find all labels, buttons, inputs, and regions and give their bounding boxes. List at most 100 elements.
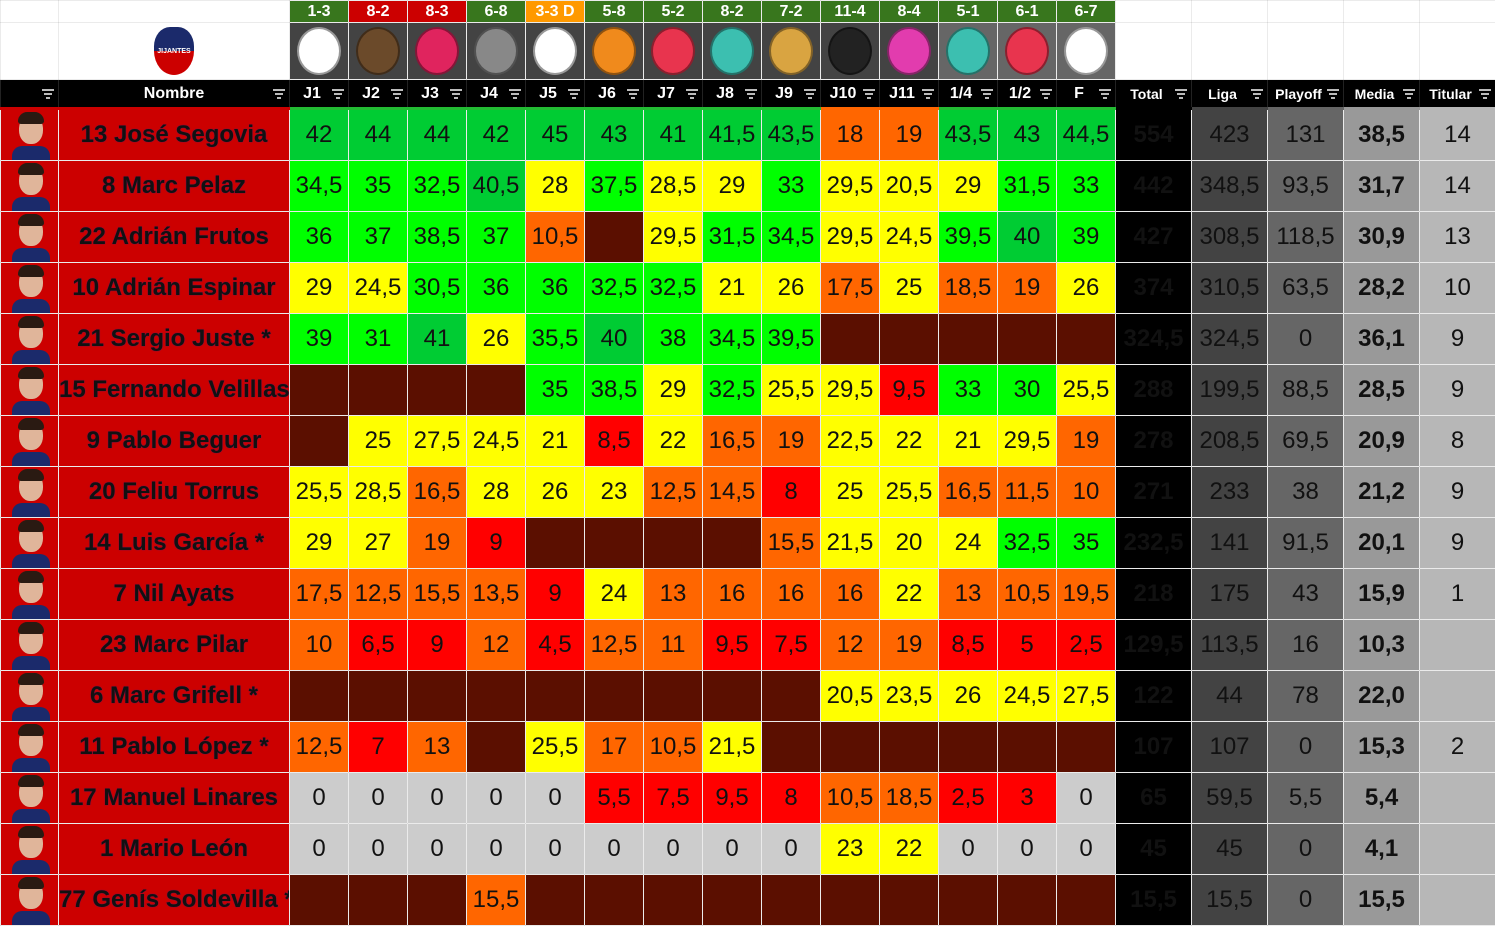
score-cell[interactable] — [467, 671, 526, 722]
titular-cell[interactable]: 9 — [1420, 314, 1495, 365]
score-cell[interactable]: 29,5 — [821, 212, 880, 263]
score-cell[interactable]: 45 — [526, 109, 585, 161]
playoff-cell[interactable]: 78 — [1268, 671, 1344, 722]
filter-icon[interactable] — [509, 89, 521, 99]
player-name[interactable]: 21 Sergio Juste * — [59, 314, 290, 365]
score-cell[interactable] — [585, 671, 644, 722]
score-cell[interactable]: 40 — [998, 212, 1057, 263]
score-cell[interactable] — [526, 875, 585, 926]
score-cell[interactable]: 29,5 — [644, 212, 703, 263]
media-cell[interactable]: 28,5 — [1344, 365, 1420, 416]
titular-cell[interactable] — [1420, 875, 1495, 926]
media-cell[interactable]: 15,3 — [1344, 722, 1420, 773]
score-cell[interactable] — [290, 365, 349, 416]
score-cell[interactable]: 0 — [585, 824, 644, 875]
playoff-cell[interactable]: 118,5 — [1268, 212, 1344, 263]
score-cell[interactable]: 37 — [349, 212, 408, 263]
playoff-cell[interactable]: 69,5 — [1268, 416, 1344, 467]
score-cell[interactable] — [290, 671, 349, 722]
score-cell[interactable] — [408, 365, 467, 416]
score-cell[interactable] — [526, 671, 585, 722]
score-cell[interactable]: 20 — [880, 518, 939, 569]
score-cell[interactable]: 25 — [349, 416, 408, 467]
score-cell[interactable]: 7 — [349, 722, 408, 773]
media-cell[interactable]: 21,2 — [1344, 467, 1420, 518]
score-cell[interactable] — [467, 722, 526, 773]
empty-cell[interactable] — [1420, 23, 1495, 80]
score-cell[interactable]: 0 — [349, 773, 408, 824]
score-cell[interactable]: 38,5 — [585, 365, 644, 416]
player-name[interactable]: 8 Marc Pelaz — [59, 161, 290, 212]
header-round[interactable]: 1/2 — [998, 80, 1057, 109]
score-cell[interactable]: 27 — [349, 518, 408, 569]
score-cell[interactable]: 0 — [290, 824, 349, 875]
score-cell[interactable]: 3 — [998, 773, 1057, 824]
score-cell[interactable]: 28,5 — [349, 467, 408, 518]
score-cell[interactable]: 16 — [703, 569, 762, 620]
score-cell[interactable]: 34,5 — [703, 314, 762, 365]
score-cell[interactable] — [349, 671, 408, 722]
score-cell[interactable]: 25,5 — [880, 467, 939, 518]
header-photo[interactable] — [1, 80, 59, 109]
score-cell[interactable]: 21 — [703, 263, 762, 314]
score-cell[interactable] — [762, 671, 821, 722]
filter-icon[interactable] — [42, 89, 54, 99]
score-cell[interactable]: 29,5 — [821, 365, 880, 416]
media-cell[interactable]: 28,2 — [1344, 263, 1420, 314]
score-cell[interactable]: 16 — [762, 569, 821, 620]
score-cell[interactable]: 32,5 — [644, 263, 703, 314]
score-cell[interactable]: 10,5 — [821, 773, 880, 824]
empty-cell[interactable] — [59, 1, 290, 23]
score-cell[interactable]: 24,5 — [998, 671, 1057, 722]
score-cell[interactable]: 23,5 — [880, 671, 939, 722]
media-cell[interactable]: 15,9 — [1344, 569, 1420, 620]
score-cell[interactable]: 8,5 — [585, 416, 644, 467]
score-cell[interactable]: 41 — [644, 109, 703, 161]
score-cell[interactable] — [526, 518, 585, 569]
liga-cell[interactable]: 45 — [1192, 824, 1268, 875]
score-cell[interactable]: 32,5 — [585, 263, 644, 314]
score-cell[interactable]: 0 — [290, 773, 349, 824]
score-cell[interactable]: 0 — [644, 824, 703, 875]
media-cell[interactable]: 36,1 — [1344, 314, 1420, 365]
score-cell[interactable] — [585, 875, 644, 926]
empty-cell[interactable] — [1268, 1, 1344, 23]
score-cell[interactable]: 13 — [408, 722, 467, 773]
liga-cell[interactable]: 348,5 — [1192, 161, 1268, 212]
score-cell[interactable]: 44 — [408, 109, 467, 161]
score-cell[interactable]: 41 — [408, 314, 467, 365]
score-cell[interactable]: 29 — [290, 518, 349, 569]
score-cell[interactable]: 28,5 — [644, 161, 703, 212]
liga-cell[interactable]: 175 — [1192, 569, 1268, 620]
titular-cell[interactable] — [1420, 824, 1495, 875]
score-cell[interactable]: 26 — [1057, 263, 1116, 314]
score-cell[interactable]: 25,5 — [1057, 365, 1116, 416]
score-cell[interactable]: 10,5 — [644, 722, 703, 773]
score-cell[interactable]: 0 — [703, 824, 762, 875]
score-cell[interactable]: 15,5 — [408, 569, 467, 620]
score-cell[interactable]: 43 — [998, 109, 1057, 161]
empty-cell[interactable] — [1, 23, 59, 80]
titular-cell[interactable]: 14 — [1420, 161, 1495, 212]
score-cell[interactable]: 21 — [526, 416, 585, 467]
score-cell[interactable]: 39,5 — [939, 212, 998, 263]
score-cell[interactable]: 37 — [467, 212, 526, 263]
score-cell[interactable]: 32,5 — [408, 161, 467, 212]
match-result[interactable]: 5-8 — [585, 1, 644, 23]
score-cell[interactable]: 25,5 — [762, 365, 821, 416]
playoff-cell[interactable]: 0 — [1268, 824, 1344, 875]
score-cell[interactable]: 0 — [939, 824, 998, 875]
score-cell[interactable]: 39 — [1057, 212, 1116, 263]
score-cell[interactable]: 30 — [998, 365, 1057, 416]
score-cell[interactable]: 26 — [526, 467, 585, 518]
score-cell[interactable]: 19 — [998, 263, 1057, 314]
media-cell[interactable]: 20,9 — [1344, 416, 1420, 467]
total-cell[interactable]: 324,5 — [1116, 314, 1192, 365]
score-cell[interactable]: 29 — [290, 263, 349, 314]
score-cell[interactable]: 9 — [467, 518, 526, 569]
score-cell[interactable]: 0 — [762, 824, 821, 875]
empty-cell[interactable] — [1268, 23, 1344, 80]
total-cell[interactable]: 129,5 — [1116, 620, 1192, 671]
filter-icon[interactable] — [804, 89, 816, 99]
header-playoff[interactable]: Playoff — [1268, 80, 1344, 109]
